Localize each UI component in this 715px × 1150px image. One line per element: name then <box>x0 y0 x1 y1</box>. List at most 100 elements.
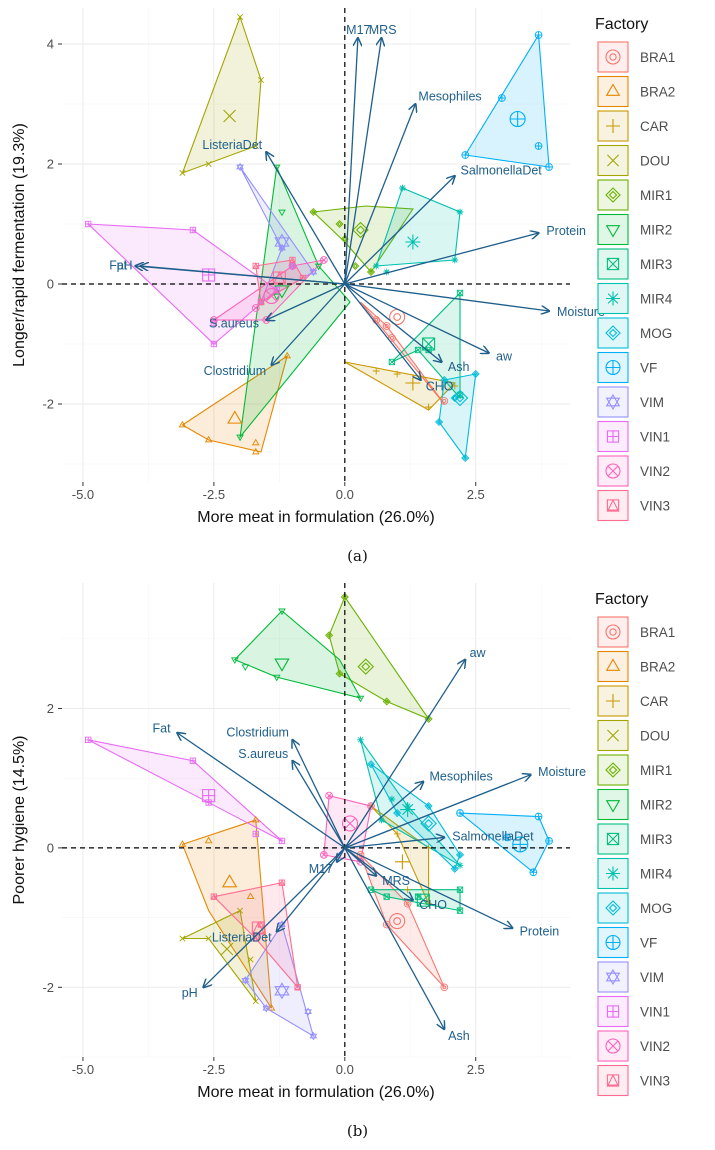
point-bra2 <box>251 438 260 446</box>
legend-item-vim: VIM <box>597 961 664 993</box>
legend-item-vin1: VIN1 <box>597 420 670 453</box>
vector-listeriadet <box>266 152 346 285</box>
legend-title: Factory <box>595 16 648 33</box>
vector-cho <box>344 283 421 380</box>
vector-label-listeriadet: ListeriaDet <box>212 931 272 945</box>
legend-key-fill <box>598 387 628 417</box>
legend-label: VIN1 <box>640 430 670 445</box>
legend-item-bra2: BRA2 <box>597 75 675 108</box>
point-vim <box>241 976 250 985</box>
legend-key <box>597 788 629 821</box>
vector-label-mesophiles: Mesophiles <box>418 90 481 104</box>
vector-label-fat: Fat <box>109 258 128 272</box>
point-car <box>425 403 432 411</box>
vector-s-aureus <box>292 761 346 849</box>
legend-item-mir2: MIR2 <box>597 213 672 246</box>
x-tick-label: 0.0 <box>336 1062 354 1077</box>
centroid-vin1 <box>202 268 216 282</box>
legend-key <box>597 754 629 786</box>
legend-item-vf: VF <box>597 351 657 384</box>
legend-key <box>597 650 629 683</box>
vector-fat <box>177 733 346 849</box>
vector-cho <box>344 847 413 900</box>
legend-key <box>597 75 629 108</box>
vector-ash <box>344 283 442 362</box>
legend-symbol-mir1 <box>605 187 621 203</box>
vector-label-mrs: MRS <box>369 23 397 37</box>
legend-label: MIR1 <box>640 188 672 203</box>
centroid-mir4 <box>405 234 421 250</box>
y-tick-label: -2 <box>42 980 54 995</box>
legend-symbol-car <box>606 694 620 708</box>
legend-item-mir4: MIR4 <box>597 857 673 890</box>
point-vim <box>262 1003 271 1013</box>
legend-key-fill <box>598 962 628 992</box>
legend-key <box>597 317 629 349</box>
point-vin3 <box>278 879 286 886</box>
point-bra2 <box>246 892 255 899</box>
vector-label-salmonelladet: SalmonellaDet <box>460 163 542 177</box>
legend-label: MIR2 <box>640 223 672 238</box>
legend-symbol-mir4 <box>606 291 620 306</box>
point-vin2 <box>320 851 328 859</box>
legend-label: MOG <box>640 326 672 341</box>
point-vin3 <box>257 298 265 306</box>
x-tick-label: -2.5 <box>203 487 225 502</box>
x-tick-label: 0.0 <box>336 487 354 502</box>
centroid-dou <box>220 942 234 956</box>
legend-key <box>597 1064 629 1097</box>
y-tick-label: 4 <box>47 37 54 52</box>
point-mir1 <box>335 219 344 229</box>
legend-key <box>597 892 629 924</box>
point-mir2 <box>241 664 250 671</box>
legend-item-mir1: MIR1 <box>597 179 672 211</box>
legend-item-bra1: BRA1 <box>597 616 675 648</box>
legend-label: BRA2 <box>640 85 675 100</box>
point-mir2 <box>278 608 286 616</box>
vector-label-aw: aw <box>470 646 487 660</box>
legend-label: MOG <box>640 901 672 916</box>
legend-key <box>597 616 629 648</box>
vector-label-m17: M17 <box>346 23 370 37</box>
legend-key <box>597 961 629 993</box>
point-mir2 <box>278 209 286 217</box>
vector-ph <box>203 847 346 987</box>
point-mog <box>450 864 459 873</box>
point-mog <box>424 802 433 811</box>
vector-clostridium <box>271 283 346 365</box>
vector-fat <box>135 266 345 285</box>
legend-symbol-vin3 <box>606 1074 620 1087</box>
point-dou <box>247 956 254 963</box>
hull-bra2 <box>181 354 289 453</box>
legend-symbol-dou <box>607 154 619 167</box>
y-tick-label: 2 <box>47 157 54 172</box>
point-mog <box>471 369 480 379</box>
vector-protein <box>344 847 513 928</box>
legend-key-fill <box>598 214 628 245</box>
vector-m17 <box>337 847 346 862</box>
centroid-mir2 <box>274 285 290 299</box>
point-mir2 <box>272 293 281 301</box>
legend-label: BRA2 <box>640 660 675 675</box>
point-vf <box>461 151 470 159</box>
centroid-vim <box>274 982 290 1000</box>
legend-symbol-vf <box>605 359 621 376</box>
point-vin1 <box>278 837 286 845</box>
point-dou <box>257 76 265 84</box>
vector-moisture <box>344 775 531 849</box>
legend-symbol-bra1 <box>605 624 621 640</box>
point-mir3 <box>388 358 396 366</box>
vector-s-aureus <box>266 283 346 320</box>
legend-item-mog: MOG <box>597 892 672 924</box>
point-mir1 <box>335 669 344 678</box>
point-mir2 <box>236 434 244 442</box>
vector-label-aw: aw <box>496 349 513 363</box>
centroid-car <box>394 854 410 870</box>
y-tick-label: 0 <box>47 840 54 855</box>
point-mir2 <box>314 263 323 271</box>
centroid-mog <box>451 389 469 407</box>
biplot-panel-a: MRS M17 Mesophiles ListeriaDet SalmonellaDet… <box>11 8 675 565</box>
point-dou <box>237 13 244 21</box>
point-vin3 <box>289 256 296 264</box>
vector-label-clostridium: Clostridium <box>226 726 289 740</box>
